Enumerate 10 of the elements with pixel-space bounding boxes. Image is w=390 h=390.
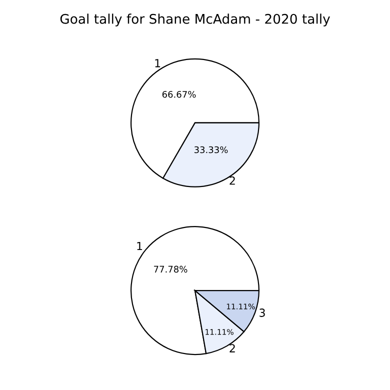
pie-slice	[130, 226, 260, 356]
data-label: 33.33%	[194, 146, 228, 154]
chart-title: Goal tally for Shane McAdam - 2020 tally	[60, 14, 330, 26]
slice-label: 1	[137, 242, 142, 250]
slice-label: 1	[155, 59, 160, 68]
slice-label: 2	[230, 344, 235, 352]
data-label: 77.78%	[154, 266, 188, 273]
slice-label: 3	[260, 308, 265, 317]
data-label: 66.67%	[162, 90, 196, 98]
slice-label: 2	[230, 176, 235, 185]
